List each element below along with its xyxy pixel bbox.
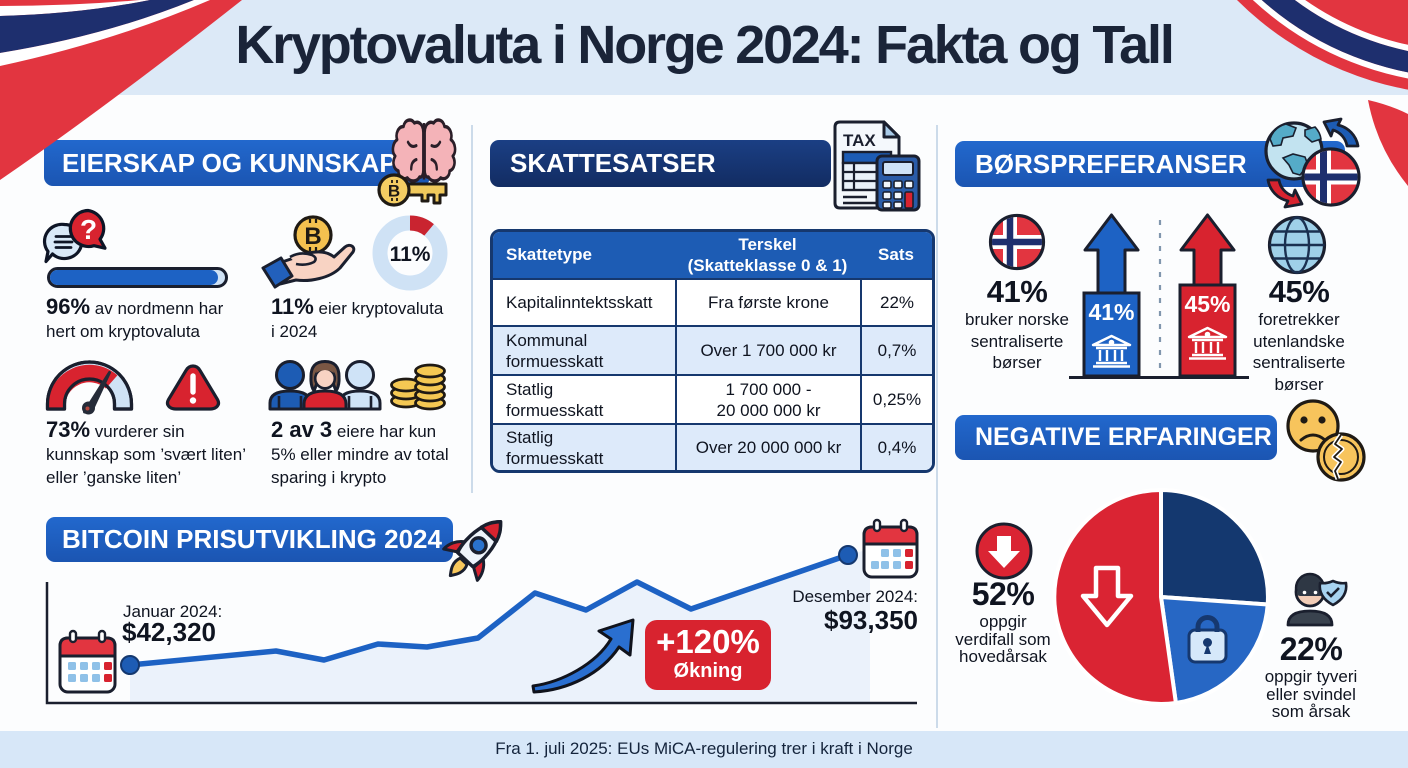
svg-text:41%: 41% — [1088, 299, 1134, 325]
svg-text:B: B — [304, 223, 321, 250]
svg-text:?: ? — [80, 214, 97, 245]
svg-text:11%: 11% — [390, 243, 431, 266]
svg-text:TAX: TAX — [843, 131, 876, 150]
